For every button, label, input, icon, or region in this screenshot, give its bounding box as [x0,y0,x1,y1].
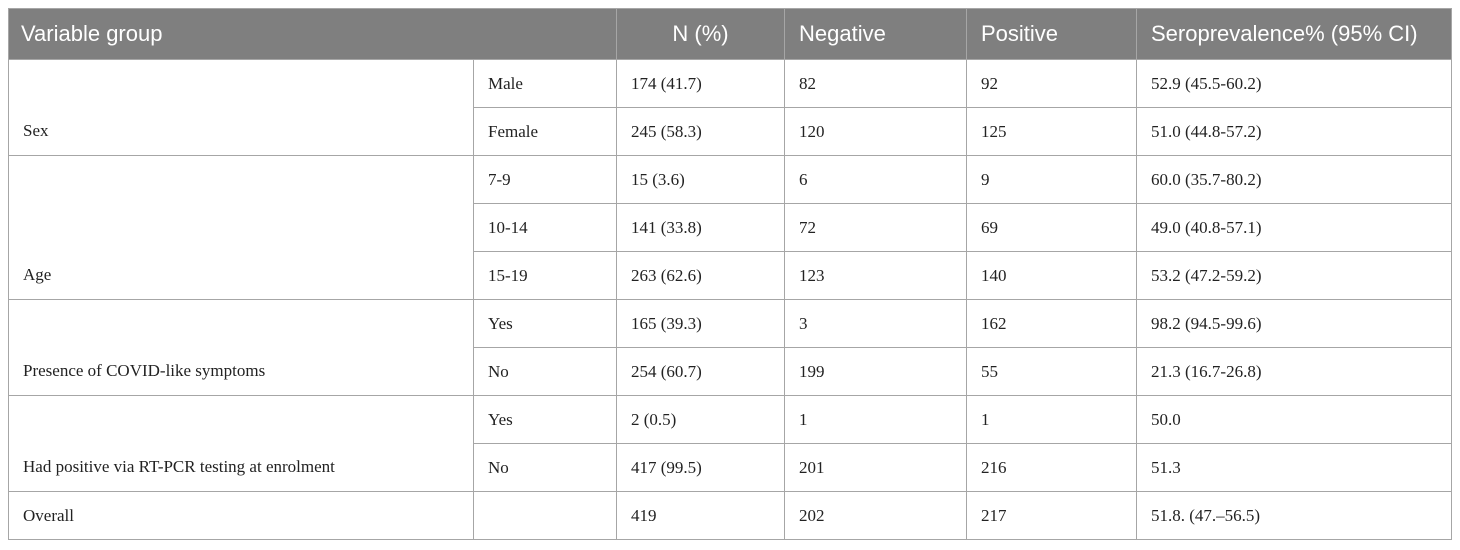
seroprevalence-cell: 49.0 (40.8-57.1) [1136,203,1452,252]
negative-cell: 1 [784,395,967,444]
n-cell: 2 (0.5) [616,395,785,444]
negative-cell: 3 [784,299,967,348]
seroprevalence-cell: 52.9 (45.5-60.2) [1136,59,1452,108]
n-cell: 174 (41.7) [616,59,785,108]
table-row: Presence of COVID-like symptoms Yes 165 … [8,299,1452,396]
n-cell: 165 (39.3) [616,299,785,348]
seroprevalence-cell: 53.2 (47.2-59.2) [1136,251,1452,300]
n-cell: 263 (62.6) [616,251,785,300]
negative-cell: 201 [784,443,967,492]
subgroup-cell: 7-9 [473,155,617,204]
seroprevalence-cell: 51.0 (44.8-57.2) [1136,107,1452,156]
positive-cell: 69 [966,203,1137,252]
seroprevalence-cell: 51.3 [1136,443,1452,492]
subgroup-cell: Yes [473,395,617,444]
positive-cell: 140 [966,251,1137,300]
table-row: Female 245 (58.3) 120 125 51.0 (44.8-57.… [9,107,1452,156]
group-label-overall: Overall [8,491,474,540]
table-row: No 417 (99.5) 201 216 51.3 [9,443,1452,492]
negative-cell: 199 [784,347,967,396]
group-label-covid-symptoms: Presence of COVID-like symptoms [8,299,474,396]
positive-cell: 1 [966,395,1137,444]
n-cell: 254 (60.7) [616,347,785,396]
seroprevalence-cell: 50.0 [1136,395,1452,444]
negative-cell: 82 [784,59,967,108]
table-row: 15-19 263 (62.6) 123 140 53.2 (47.2-59.2… [9,251,1452,300]
positive-cell: 92 [966,59,1137,108]
negative-cell: 6 [784,155,967,204]
table-row: Had positive via RT-PCR testing at enrol… [8,395,1452,492]
seroprevalence-cell: 98.2 (94.5-99.6) [1136,299,1452,348]
header-seroprevalence: Seroprevalence% (95% CI) [1136,8,1452,60]
subgroup-cell: Female [473,107,617,156]
seroprevalence-table: Variable group N (%) Negative Positive S… [8,8,1452,540]
table-row: No 254 (60.7) 199 55 21.3 (16.7-26.8) [9,347,1452,396]
table-header-row: Variable group N (%) Negative Positive S… [8,8,1452,60]
negative-cell: 123 [784,251,967,300]
subgroup-cell: 10-14 [473,203,617,252]
subgroup-cell: 15-19 [473,251,617,300]
table-row-overall: Overall 419 202 217 51.8. (47.–56.5) [8,491,1452,540]
positive-cell: 55 [966,347,1137,396]
n-cell: 15 (3.6) [616,155,785,204]
subgroup-cell [473,491,617,540]
positive-cell: 217 [966,491,1137,540]
negative-cell: 120 [784,107,967,156]
header-variable-group: Variable group [8,8,617,60]
positive-cell: 216 [966,443,1137,492]
subgroup-cell: Yes [473,299,617,348]
negative-cell: 202 [784,491,967,540]
header-positive: Positive [966,8,1137,60]
positive-cell: 162 [966,299,1137,348]
negative-cell: 72 [784,203,967,252]
table-row: Age 7-9 15 (3.6) 6 9 60.0 (35.7-80.2) [8,155,1452,300]
group-label-age: Age [8,155,474,300]
table-row: Sex Male 174 (41.7) 82 92 52.9 (45.5-60.… [8,59,1452,156]
group-label-sex: Sex [8,59,474,156]
seroprevalence-cell: 21.3 (16.7-26.8) [1136,347,1452,396]
subgroup-cell: No [473,443,617,492]
n-cell: 141 (33.8) [616,203,785,252]
group-label-rt-pcr: Had positive via RT-PCR testing at enrol… [8,395,474,492]
n-cell: 419 [616,491,785,540]
positive-cell: 125 [966,107,1137,156]
subgroup-cell: Male [473,59,617,108]
table-row: 10-14 141 (33.8) 72 69 49.0 (40.8-57.1) [9,203,1452,252]
header-n-percent: N (%) [616,8,785,60]
subgroup-cell: No [473,347,617,396]
n-cell: 417 (99.5) [616,443,785,492]
seroprevalence-cell: 60.0 (35.7-80.2) [1136,155,1452,204]
n-cell: 245 (58.3) [616,107,785,156]
seroprevalence-cell: 51.8. (47.–56.5) [1136,491,1452,540]
header-negative: Negative [784,8,967,60]
positive-cell: 9 [966,155,1137,204]
